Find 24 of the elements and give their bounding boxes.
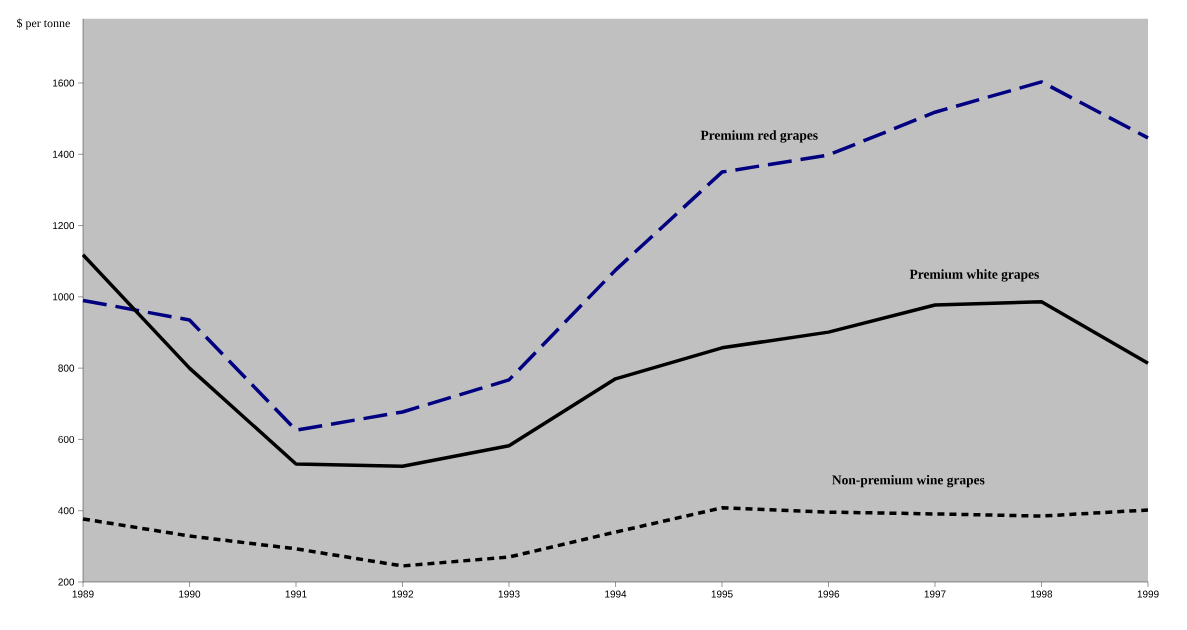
x-tick-label: 1998 xyxy=(1031,590,1053,598)
x-tick-label: 1996 xyxy=(818,590,840,598)
y-tick-label: 1600 xyxy=(53,79,75,87)
y-axis-title: $ per tonne xyxy=(17,18,70,30)
y-tick-label: 1200 xyxy=(53,222,75,230)
y-tick-label: 200 xyxy=(58,578,75,586)
x-tick-label: 1999 xyxy=(1137,590,1159,598)
x-tick-label: 1994 xyxy=(605,590,627,598)
x-tick-label: 1991 xyxy=(285,590,307,598)
y-tick-label: 400 xyxy=(58,507,75,515)
series-label: Non-premium wine grapes xyxy=(832,474,985,488)
y-tick-label: 1400 xyxy=(53,150,75,158)
x-tick-label: 1992 xyxy=(392,590,414,598)
x-tick-label: 1993 xyxy=(498,590,520,598)
series-label: Premium red grapes xyxy=(700,130,818,143)
y-tick-label: 600 xyxy=(58,435,75,443)
x-tick-label: 1989 xyxy=(72,590,94,598)
x-tick-label: 1997 xyxy=(924,590,946,598)
x-tick-label: 1995 xyxy=(711,590,733,598)
line-series xyxy=(81,80,1150,432)
y-tick-label: 800 xyxy=(58,364,75,372)
series-label: Premium white grapes xyxy=(909,269,1039,282)
y-tick-label: 1000 xyxy=(53,293,75,301)
x-tick-label: 1990 xyxy=(179,590,201,598)
